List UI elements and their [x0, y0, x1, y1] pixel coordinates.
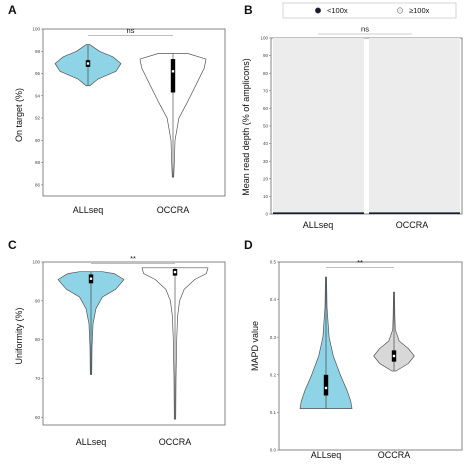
significance-label: ns [127, 26, 135, 35]
y-tick-label: 60 [35, 415, 41, 420]
bar-occra-above100x [369, 38, 460, 213]
panel-d: D MAPD value 0.0 0.1 0.2 0.3 0.4 0.5 ALLseq OCCRA… [244, 238, 463, 460]
plot-frame [278, 261, 463, 451]
panel-a: A On target (%) 86 88 90 92 94 96 98 100 ALLseq OCC… [8, 3, 226, 215]
y-tick-label: 100 [32, 27, 40, 32]
legend-entry: <100x [327, 6, 348, 15]
y-tick-label: 0.3 [270, 335, 277, 340]
x-category-label: OCCRA [157, 205, 190, 215]
legend: <100x ≥100x [282, 2, 457, 19]
significance-label: ** [130, 254, 136, 263]
plot-frame [42, 28, 226, 197]
panel-label: A [8, 3, 17, 17]
legend-swatch [314, 7, 322, 14]
y-tick-label: 80 [263, 71, 269, 76]
y-tick-label: 0.0 [270, 448, 277, 453]
x-category-label: ALLseq [311, 450, 342, 460]
plot-frame [42, 261, 226, 426]
legend-swatch [396, 7, 404, 14]
y-tick-label: 90 [263, 53, 269, 58]
y-tick-label: 70 [35, 376, 41, 381]
y-tick-label: 0.2 [270, 372, 277, 377]
median-marker [171, 70, 175, 73]
y-axis-title: Mean read depth (% of amplicons) [241, 58, 251, 196]
significance-label: ns [361, 25, 369, 34]
bar-occra-below100x [369, 212, 460, 214]
y-tick-label: 0.5 [270, 260, 277, 265]
y-tick-label: 96 [35, 71, 41, 76]
median-marker [173, 270, 177, 274]
panel-label: B [244, 3, 253, 17]
y-tick-label: 0.4 [270, 297, 277, 302]
median-marker [86, 62, 90, 65]
y-tick-label: 100 [32, 260, 40, 265]
y-tick-label: 70 [263, 88, 269, 93]
bar-allseq-below100x [273, 212, 364, 214]
panel-c: C Uniformity (%) 60 70 80 90 100 ALLseq OCCRA ** [8, 238, 226, 447]
iqr-box [323, 374, 329, 396]
panel-label: C [8, 238, 17, 252]
x-category-label: ALLseq [76, 437, 107, 447]
y-axis-title: On target (%) [14, 88, 24, 142]
y-tick-label: 98 [35, 49, 41, 54]
panel-label: D [244, 238, 253, 252]
y-tick-label: 30 [263, 159, 269, 164]
y-tick-label: 0.1 [270, 410, 277, 415]
y-tick-label: 88 [35, 160, 41, 165]
legend-entry: ≥100x [409, 6, 430, 15]
y-tick-label: 100 [260, 36, 268, 41]
bar-allseq-above100x [273, 38, 364, 213]
y-tick-label: 94 [35, 93, 41, 98]
y-tick-label: 50 [263, 124, 269, 129]
y-tick-label: 0 [265, 212, 268, 217]
panel-b: B Mean read depth (% of amplicons) 0 10 20 30… [241, 2, 463, 230]
median-marker [89, 277, 93, 280]
x-category-label: OCCRA [159, 437, 192, 447]
y-tick-label: 40 [263, 141, 269, 146]
x-category-label: OCCRA [396, 220, 429, 230]
legend-box [282, 2, 457, 19]
x-category-label: ALLseq [303, 220, 334, 230]
median-marker [392, 354, 396, 358]
y-tick-label: 86 [35, 182, 41, 187]
x-category-label: OCCRA [378, 450, 411, 460]
y-tick-label: 90 [35, 138, 41, 143]
y-axis-title: MAPD value [250, 321, 260, 371]
y-tick-label: 90 [35, 298, 41, 303]
y-tick-label: 60 [263, 106, 269, 111]
y-tick-label: 10 [263, 194, 269, 199]
y-axis-title: Uniformity (%) [14, 307, 24, 364]
x-category-label: ALLseq [73, 205, 104, 215]
y-tick-label: 20 [263, 176, 269, 181]
iqr-box [170, 59, 176, 93]
median-marker [324, 386, 328, 390]
y-tick-label: 80 [35, 337, 41, 342]
significance-label: ** [357, 258, 363, 267]
y-tick-label: 92 [35, 116, 41, 121]
